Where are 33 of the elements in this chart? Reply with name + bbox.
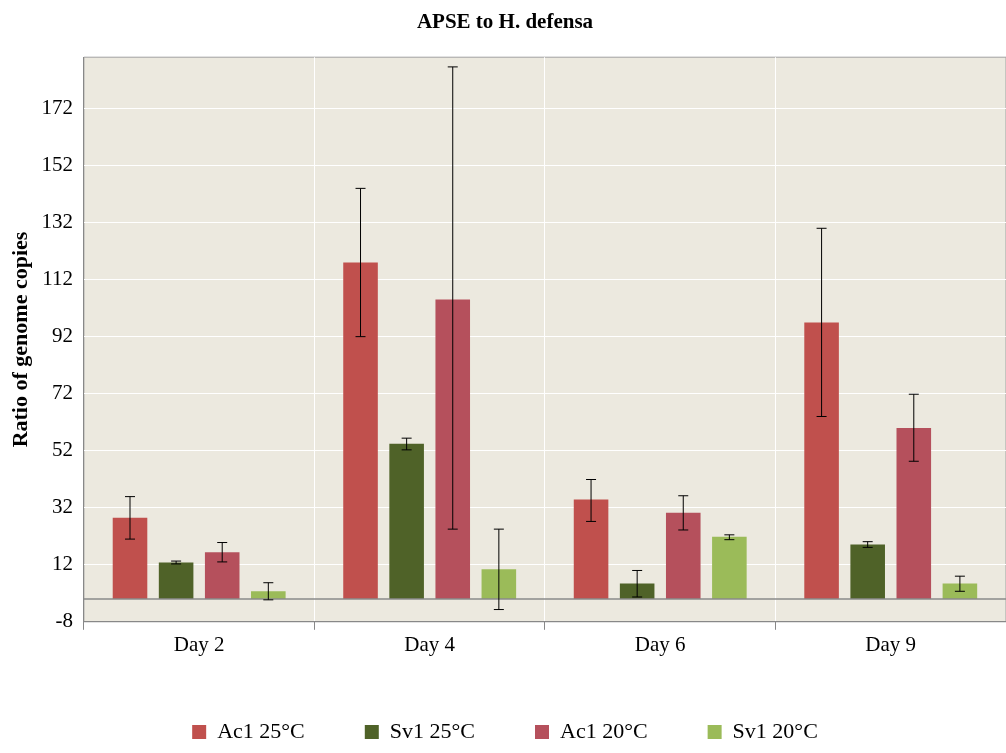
x-tick-label: Day 4 (404, 631, 456, 656)
x-tick-label: Day 2 (173, 631, 225, 656)
bar (896, 427, 932, 599)
bar (804, 322, 839, 599)
bar (665, 512, 701, 599)
bar (435, 299, 471, 599)
y-tick-label: 172 (41, 95, 73, 120)
y-tick-label: 92 (51, 323, 73, 348)
y-tick-label: 72 (51, 380, 73, 405)
bar (343, 262, 378, 599)
bar (112, 517, 148, 599)
bar (481, 569, 517, 599)
bar (850, 544, 885, 599)
legend-label: Ac1 20°C (560, 717, 648, 743)
y-tick-label: 112 (42, 266, 73, 291)
y-tick-label: 32 (51, 494, 73, 519)
chart-title: APSE to H. defensa (416, 9, 594, 34)
y-tick-label: 52 (51, 437, 73, 462)
y-axis-title: Ratio of genome copies (6, 231, 32, 448)
bar (712, 536, 747, 599)
y-tick-label: 152 (41, 152, 73, 177)
x-tick-label: Day 6 (634, 631, 686, 656)
legend-label: Ac1 25°C (217, 717, 305, 743)
y-tick-label: -8 (55, 608, 73, 633)
y-tick-label: 132 (41, 209, 73, 234)
bar (573, 499, 609, 599)
x-tick-label: Day 9 (865, 631, 917, 656)
bar (204, 552, 240, 599)
bar (389, 443, 424, 599)
legend-label: Sv1 25°C (389, 717, 476, 743)
bar (158, 562, 194, 599)
y-tick-label: 12 (51, 551, 73, 576)
legend-label: Sv1 20°C (732, 717, 818, 743)
